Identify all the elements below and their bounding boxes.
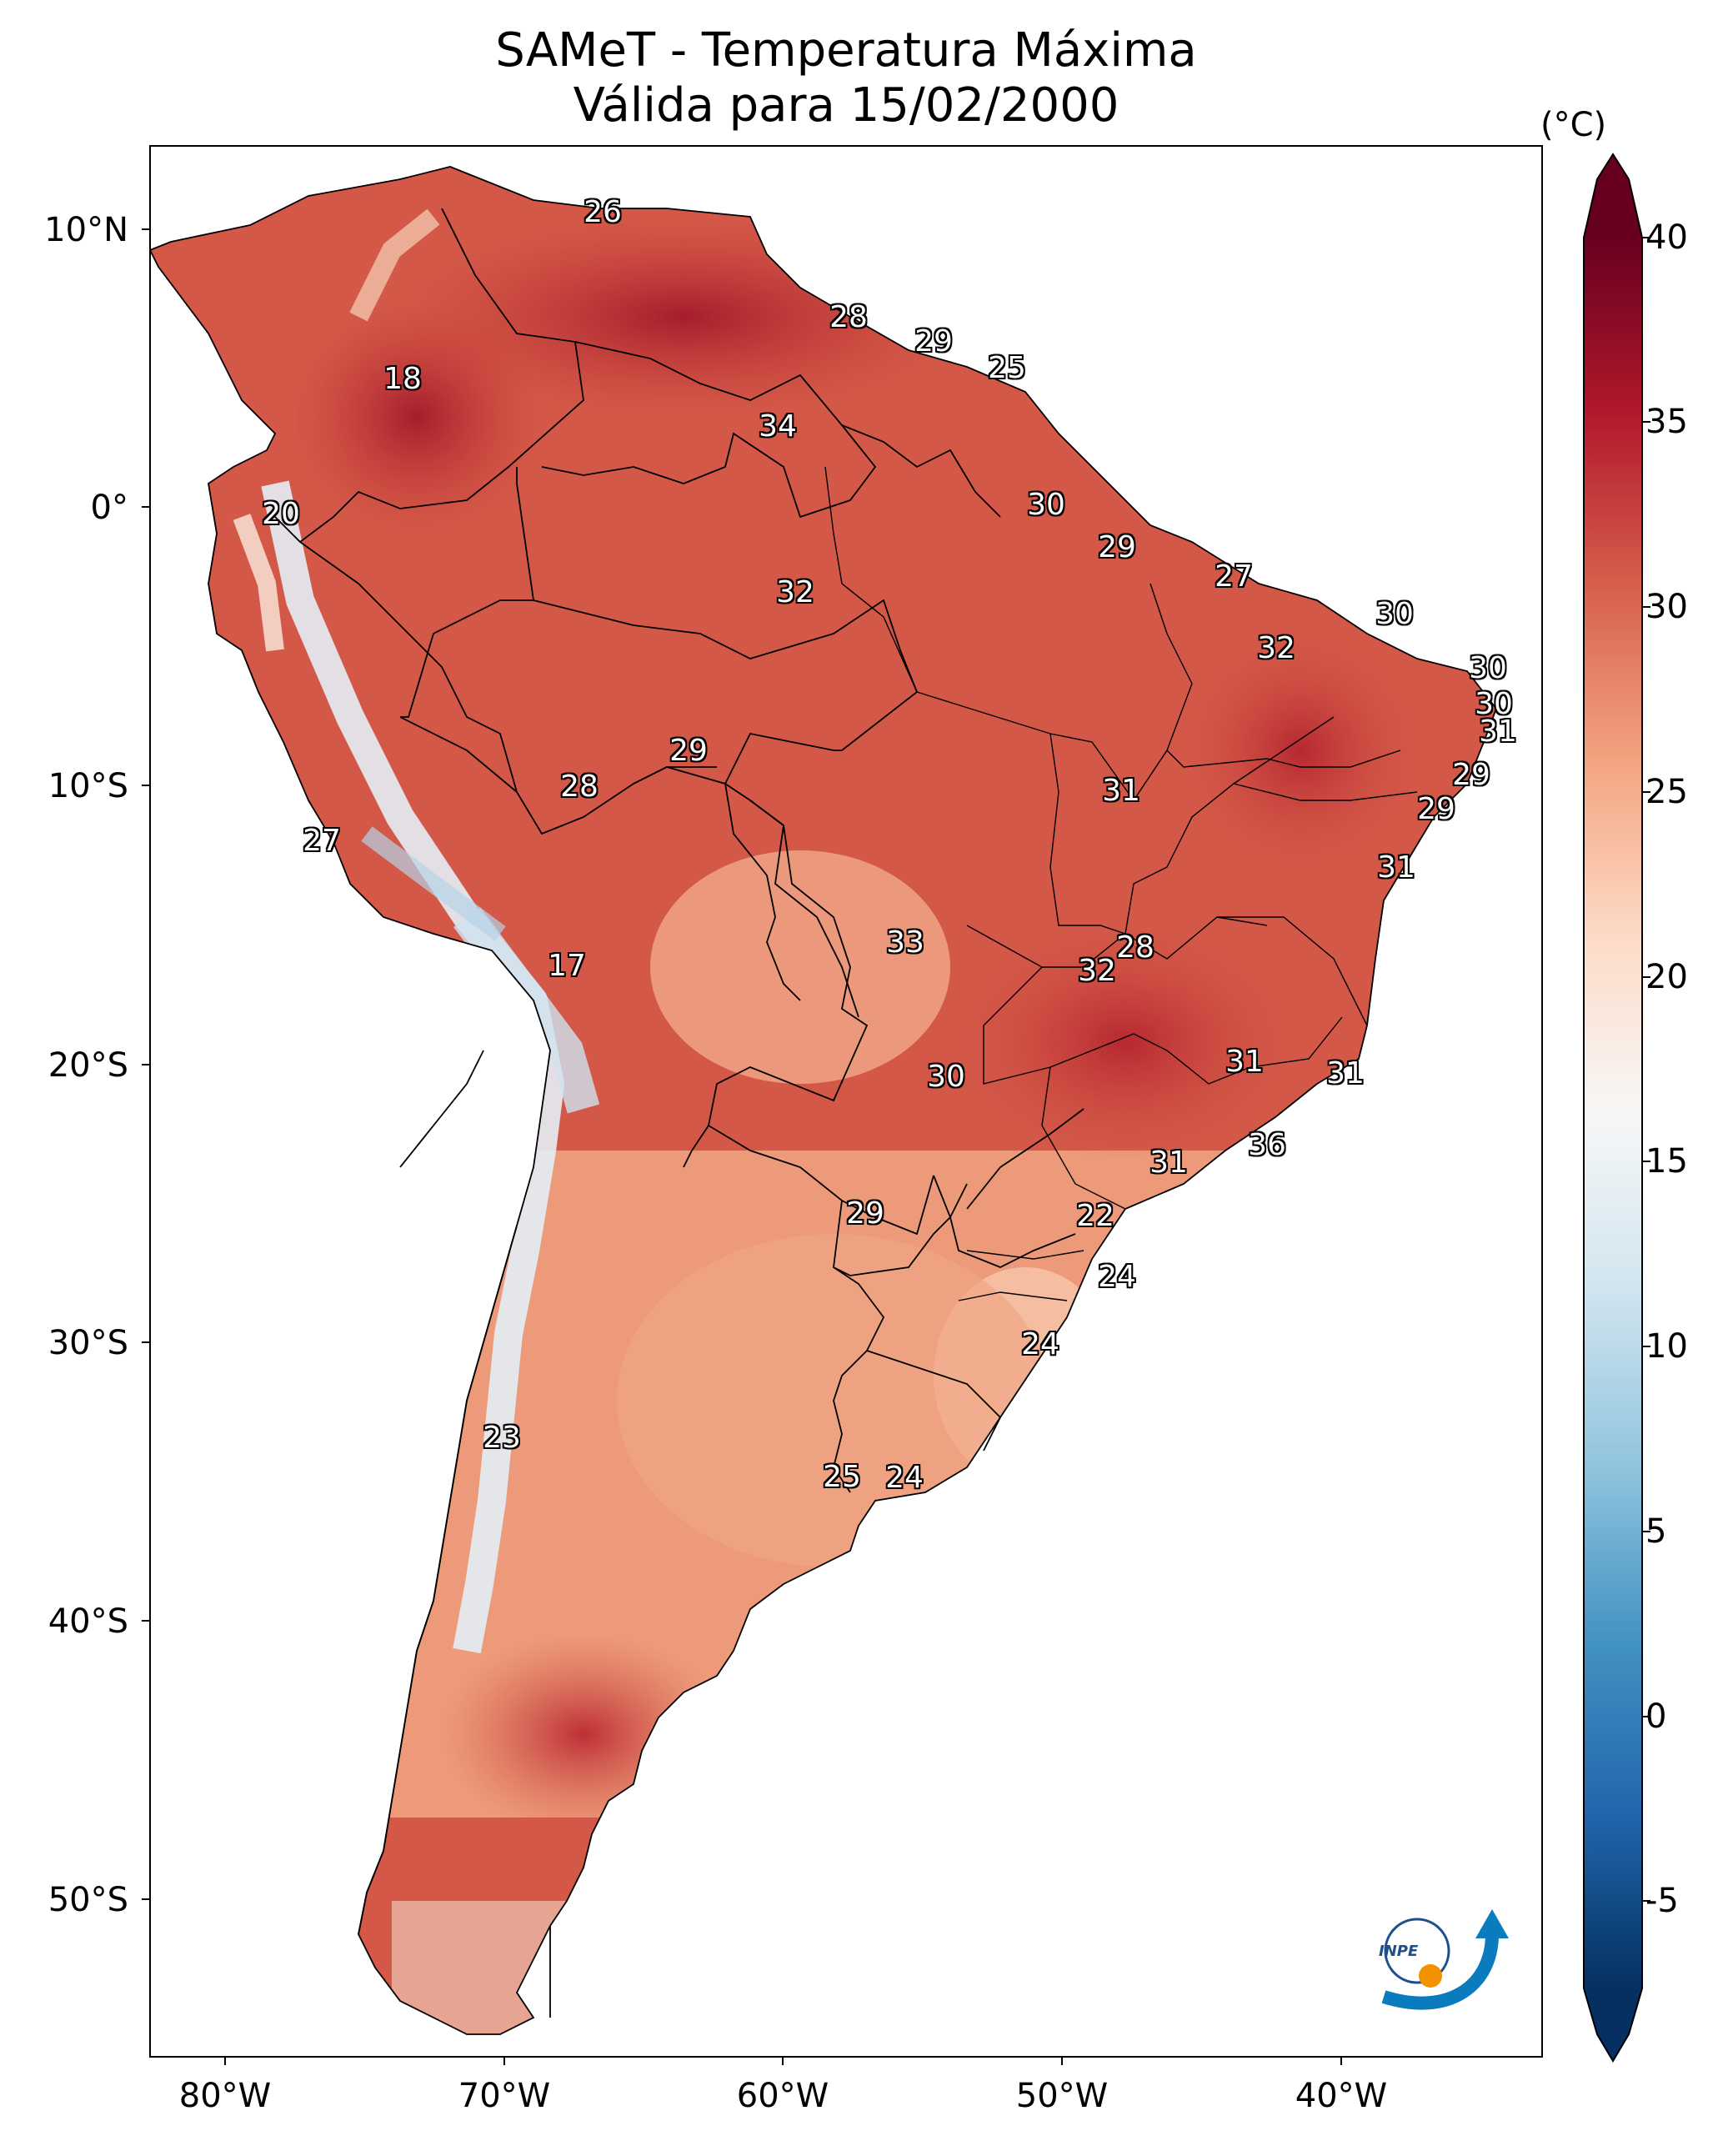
inpe-logo-text: INPE	[1379, 1943, 1419, 1960]
colorbar-tick-5: 5	[1645, 1512, 1667, 1551]
country-borders	[148, 166, 1498, 2035]
colorbar	[1583, 153, 1650, 2063]
temp-label: 31	[1479, 714, 1517, 749]
temp-label: 27	[303, 824, 341, 858]
y-label-30s: 30°S	[48, 1324, 128, 1362]
temp-label: 32	[1078, 954, 1116, 988]
temp-label: 32	[1257, 631, 1295, 665]
temp-label: 29	[669, 734, 708, 768]
state-borders	[824, 466, 1418, 1301]
temp-label: 28	[829, 300, 868, 334]
colorbar-tick-40: 40	[1645, 218, 1688, 257]
temp-label: 30	[1027, 488, 1065, 522]
temp-label: 31	[1326, 1056, 1365, 1091]
temp-label: 29	[1098, 530, 1136, 564]
x-label-40w: 40°W	[1295, 2077, 1388, 2115]
x-label-60w: 60°W	[736, 2077, 829, 2115]
temp-label: 17	[548, 949, 586, 983]
title-line-2: Válida para 15/02/2000	[573, 78, 1119, 133]
colorbar-tick-25: 25	[1645, 773, 1688, 811]
temp-label: 26	[584, 195, 622, 229]
y-label-20s: 20°S	[48, 1046, 128, 1085]
x-label-70w: 70°W	[458, 2077, 551, 2115]
y-label-10n: 10°N	[44, 211, 128, 249]
title-line-1: SAMeT - Temperatura Máxima	[495, 23, 1197, 78]
x-label-80w: 80°W	[178, 2077, 272, 2115]
temp-label: 25	[823, 1460, 861, 1494]
temp-label: 30	[1375, 597, 1414, 631]
temp-label: 25	[988, 351, 1026, 385]
temp-label: 31	[1102, 774, 1140, 808]
temp-label: 24	[1098, 1260, 1136, 1294]
colorbar-tick-15: 15	[1645, 1142, 1688, 1181]
temp-label: 31	[1150, 1146, 1188, 1180]
colorbar-tick-20: 20	[1645, 958, 1688, 996]
y-label-40s: 40°S	[48, 1602, 128, 1641]
y-label-50s: 50°S	[48, 1881, 128, 1919]
temp-label: 29	[1452, 758, 1490, 792]
temp-label: 27	[1215, 559, 1253, 594]
colorbar-tick-0: 0	[1645, 1697, 1667, 1736]
inpe-logo-icon	[1381, 1909, 1509, 2010]
temp-label: 31	[1225, 1045, 1264, 1079]
colorbar-unit: (°C)	[1540, 106, 1607, 144]
temp-label: 22	[1076, 1199, 1114, 1233]
axis-ticks	[142, 228, 1342, 2065]
colorbar-tick-30: 30	[1645, 588, 1688, 626]
temp-label: 29	[846, 1196, 884, 1231]
temp-label: 34	[759, 409, 797, 444]
colorbar-tick-10: 10	[1645, 1327, 1688, 1366]
y-label-0: 0°	[90, 489, 128, 527]
temp-label: 31	[1377, 850, 1415, 885]
plot-frame	[149, 145, 1543, 2058]
temp-label: 29	[1417, 792, 1455, 826]
y-label-10s: 10°S	[48, 767, 128, 805]
temp-label: 30	[927, 1060, 965, 1094]
temp-label: 33	[886, 925, 924, 960]
colorbar-tick-35: 35	[1645, 403, 1688, 441]
temp-label: 28	[1116, 930, 1155, 965]
temp-label: 24	[1021, 1327, 1059, 1361]
map-title: SAMeT - Temperatura Máxima Válida para 1…	[150, 23, 1542, 133]
temp-label: 28	[560, 770, 599, 804]
temp-label: 36	[1248, 1128, 1286, 1162]
temp-label: 20	[262, 497, 300, 531]
temp-label: 32	[776, 575, 814, 609]
temp-label: 30	[1469, 651, 1507, 685]
temp-label: 29	[914, 324, 953, 358]
temp-label: 23	[483, 1421, 521, 1455]
temp-label: 18	[383, 362, 422, 396]
colorbar-tick-minus5: -5	[1645, 1882, 1679, 1920]
temp-label: 30	[1475, 687, 1513, 721]
temp-label: 24	[885, 1461, 924, 1495]
x-label-50w: 50°W	[1015, 2077, 1109, 2115]
